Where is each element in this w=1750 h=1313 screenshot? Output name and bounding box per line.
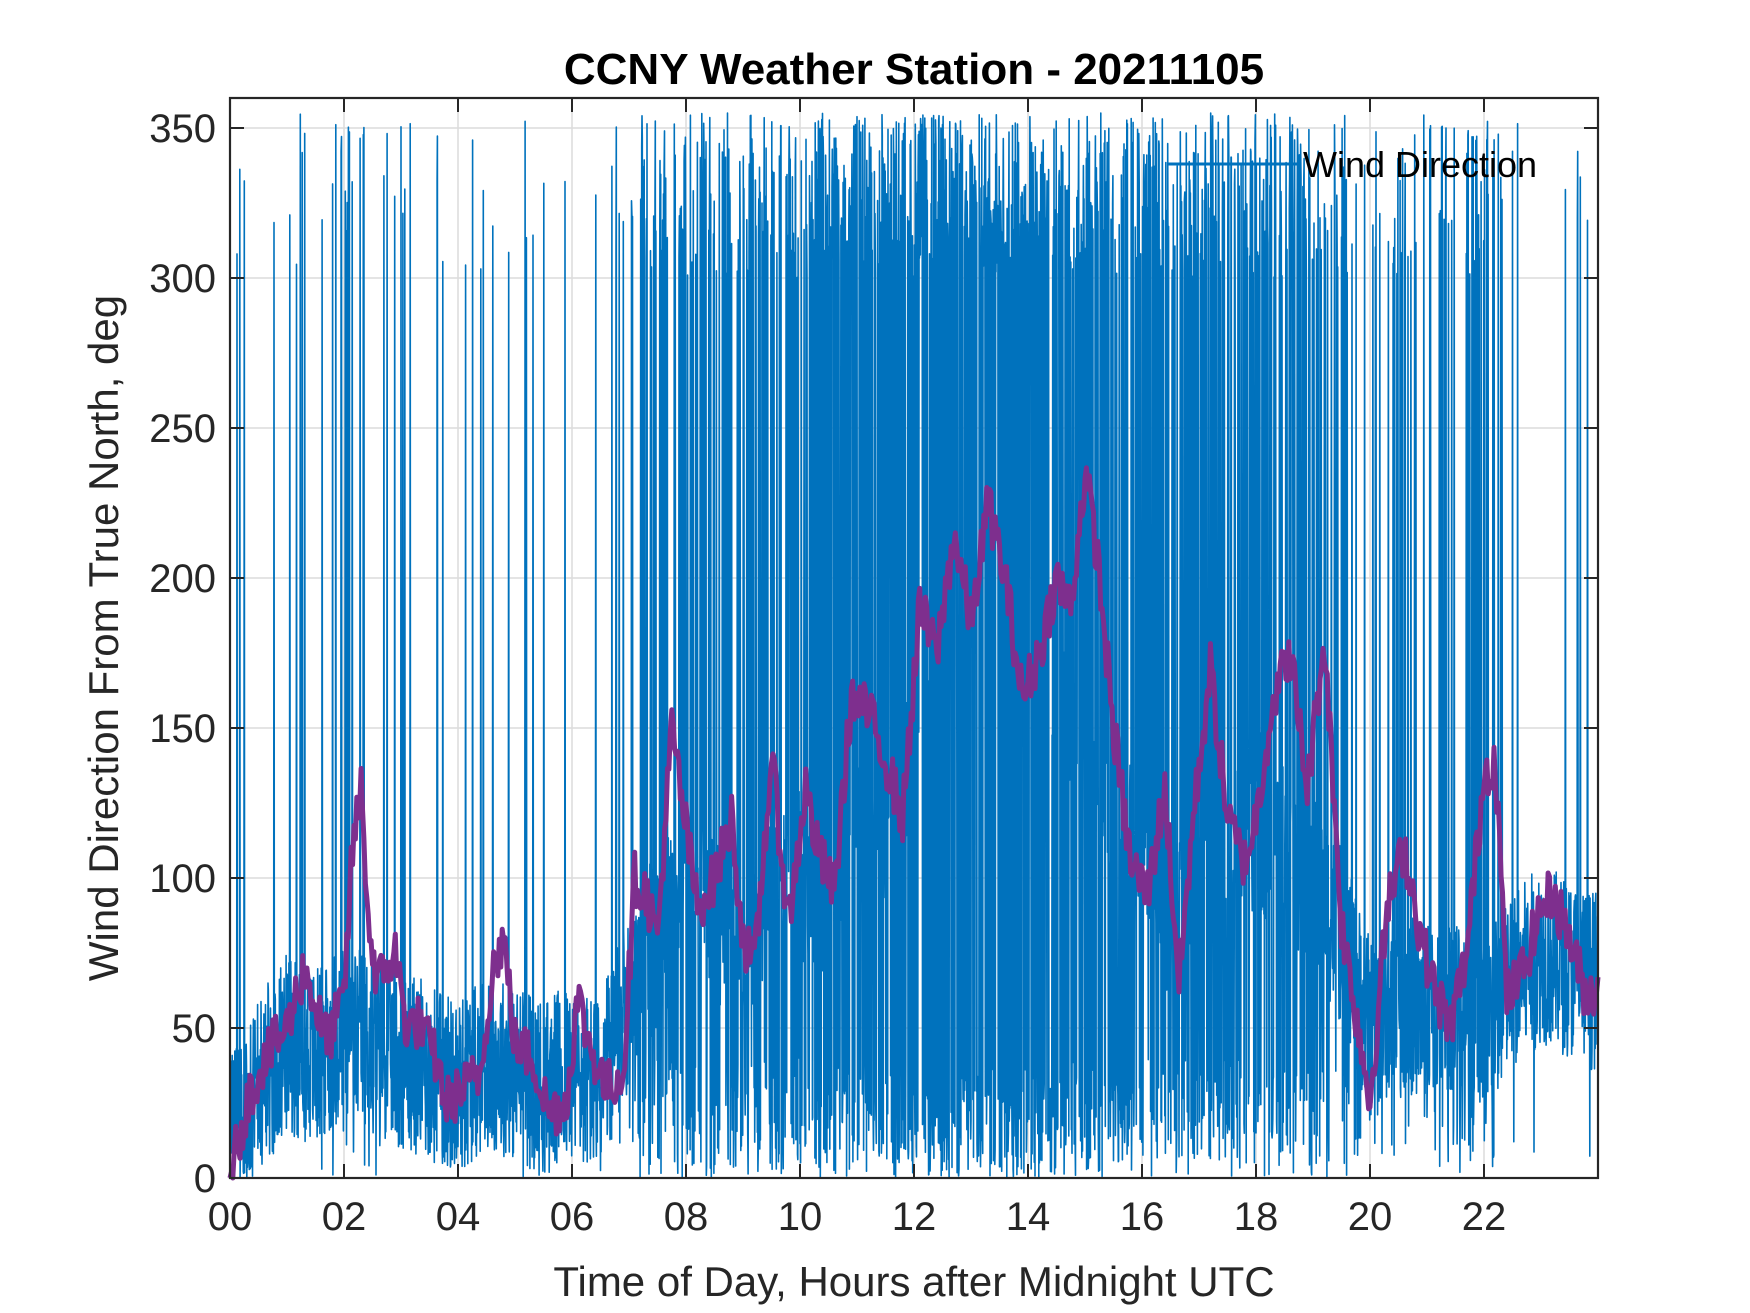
y-tick-label: 50 [172,1007,217,1051]
x-tick-label: 04 [436,1195,481,1239]
x-tick-label: 10 [778,1195,823,1239]
x-tick-label: 02 [322,1195,367,1239]
x-tick-label: 16 [1120,1195,1165,1239]
x-tick-label: 18 [1234,1195,1279,1239]
chart-title: CCNY Weather Station - 20211105 [564,45,1264,94]
legend-label-wind-direction: Wind Direction [1303,144,1537,185]
series-layer [227,112,1601,1181]
series-line-smoothed [227,465,1601,1181]
y-axis-label: Wind Direction From True North, deg [80,295,127,981]
x-tick-label: 14 [1006,1195,1051,1239]
y-tick-label: 350 [149,107,216,151]
x-tick-label: 08 [664,1195,709,1239]
y-tick-label: 100 [149,857,216,901]
y-tick-label: 0 [194,1157,216,1201]
legend: Wind Direction [1168,144,1537,185]
y-tick-label: 150 [149,707,216,751]
x-tick-label: 22 [1462,1195,1507,1239]
x-axis-label: Time of Day, Hours after Midnight UTC [553,1258,1274,1305]
x-tick-label: 20 [1348,1195,1393,1239]
x-tick-label: 06 [550,1195,595,1239]
x-tick-label: 12 [892,1195,937,1239]
y-tick-label: 300 [149,257,216,301]
y-tick-label: 200 [149,557,216,601]
y-tick-label: 250 [149,407,216,451]
x-tick-label: 00 [208,1195,253,1239]
axes-layer: 00 02 04 06 08 10 12 14 16 18 20 22 0 50 100 150 200 250 3… [149,96,1600,1239]
